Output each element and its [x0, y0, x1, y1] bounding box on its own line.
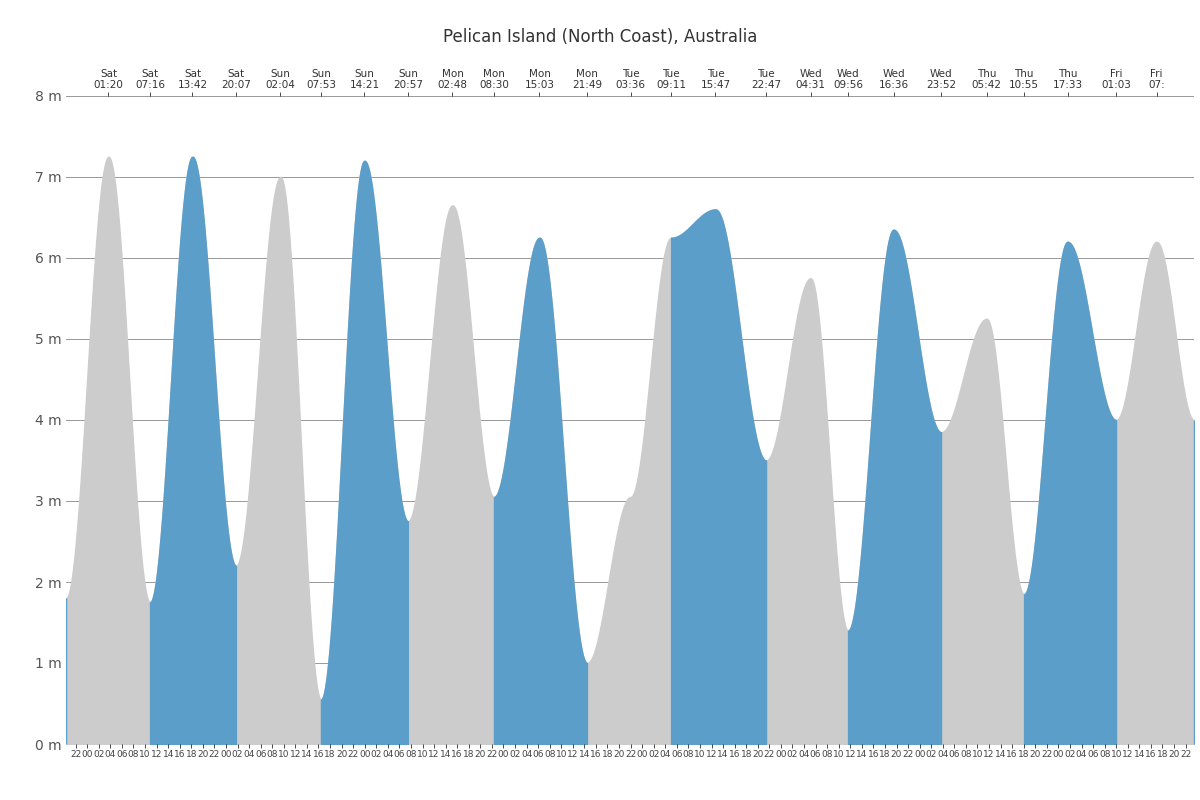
Text: Pelican Island (North Coast), Australia: Pelican Island (North Coast), Australia: [443, 28, 757, 46]
